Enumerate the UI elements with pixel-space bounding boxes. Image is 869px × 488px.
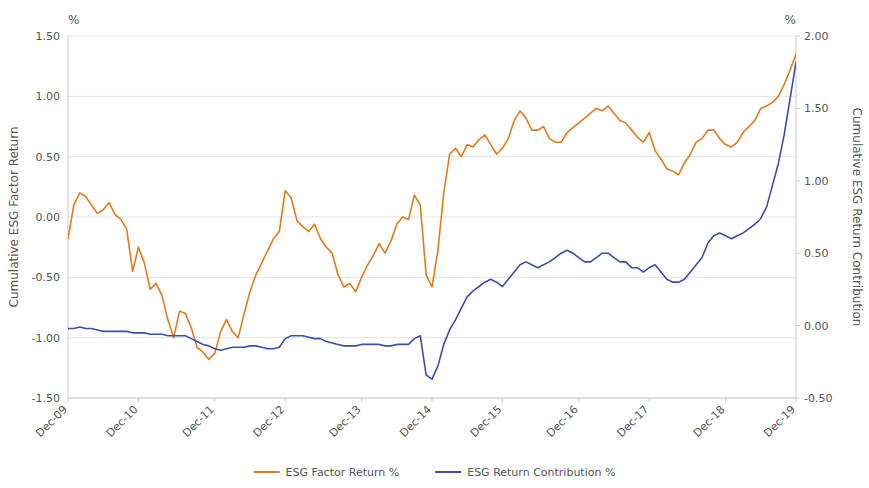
y2-tick — [796, 36, 800, 37]
series-line — [68, 62, 796, 379]
x-tick — [502, 398, 503, 402]
x-tick-label: Dec-19 — [761, 403, 798, 440]
background — [0, 0, 869, 488]
grid-line — [68, 36, 796, 37]
x-tick — [432, 398, 433, 402]
annotation: % — [785, 13, 796, 27]
plot-area — [68, 54, 796, 379]
x-tick-label: Dec-09 — [33, 403, 70, 440]
y2-axis-title: Cumulative ESG Return Contribution — [850, 108, 864, 327]
x-tick — [361, 398, 362, 402]
y2-tick-label: -0.50 — [804, 392, 832, 405]
y-axis-title: Cumulative ESG Factor Return — [7, 127, 21, 308]
x-tick-label: Dec-17 — [614, 403, 651, 440]
legend-label: ESG Factor Return % — [286, 466, 400, 479]
legend-label: ESG Return Contribution % — [467, 466, 615, 479]
chart: -1.50 -1.00 -0.50 0.00 0.50 1.00 1.50 -0.50 0.00… — [0, 0, 869, 488]
x-tick-label: Dec-15 — [468, 403, 505, 440]
grid-line — [68, 337, 796, 338]
x-tick — [725, 398, 726, 402]
x-tick-label: Dec-16 — [544, 403, 581, 440]
axes: -1.50 -1.00 -0.50 0.00 0.50 1.00 1.50 -0.50 0.00… — [32, 30, 833, 440]
y-tick-label: -1.00 — [32, 332, 60, 345]
series-line — [68, 54, 796, 359]
x-tick — [796, 398, 797, 402]
y2-tick-label: 1.50 — [804, 102, 829, 115]
annotation: % — [68, 13, 79, 27]
x-tick — [285, 398, 286, 402]
y2-tick-label: 0.00 — [804, 320, 829, 333]
y-tick-label: 1.00 — [36, 90, 61, 103]
x-tick-label: Dec-14 — [397, 403, 434, 440]
y-tick-label: 1.50 — [36, 30, 61, 43]
x-tick — [578, 398, 579, 402]
legend-swatch — [435, 471, 461, 473]
x-tick — [649, 398, 650, 402]
x-tick-label: Dec-12 — [250, 403, 287, 440]
y2-tick-label: 1.00 — [804, 175, 829, 188]
y2-tick — [796, 180, 800, 181]
grid-line — [68, 156, 796, 157]
y-tick-label: -1.50 — [32, 392, 60, 405]
x-tick-label: Dec-10 — [104, 403, 141, 440]
x-tick-label: Dec-13 — [327, 403, 364, 440]
legend-swatch — [254, 471, 280, 473]
grid — [68, 36, 796, 398]
x-tick-label: Dec-18 — [691, 403, 728, 440]
y2-axis-line — [796, 36, 797, 398]
y-tick-label: 0.00 — [36, 211, 61, 224]
legend-item: ESG Return Contribution % — [435, 466, 615, 479]
y2-tick — [796, 398, 800, 399]
grid-line — [68, 217, 796, 218]
grid-line — [68, 96, 796, 97]
legend: ESG Factor Return % ESG Return Contributi… — [254, 466, 616, 479]
y2-tick — [796, 325, 800, 326]
y-tick-label: -0.50 — [32, 271, 60, 284]
y2-tick-label: 2.00 — [804, 30, 829, 43]
y2-tick — [796, 108, 800, 109]
y2-tick-label: 0.50 — [804, 247, 829, 260]
y-axis-line — [68, 36, 69, 398]
x-tick — [214, 398, 215, 402]
x-tick — [138, 398, 139, 402]
y-tick-label: 0.50 — [36, 151, 61, 164]
y2-tick — [796, 253, 800, 254]
legend-item: ESG Factor Return % — [254, 466, 400, 479]
x-tick — [68, 398, 69, 402]
x-tick-label: Dec-11 — [180, 403, 217, 440]
